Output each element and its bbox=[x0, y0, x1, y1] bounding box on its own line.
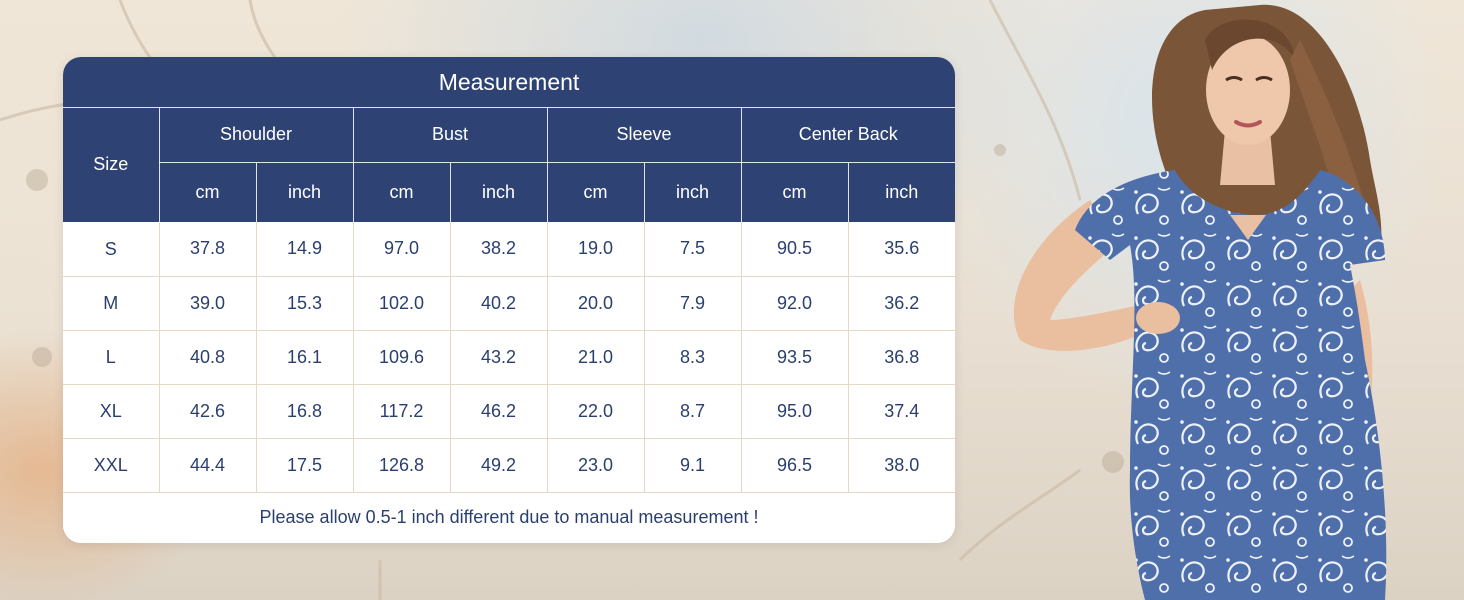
table-row: XL 42.6 16.8 117.2 46.2 22.0 8.7 95.0 37… bbox=[63, 384, 955, 439]
table-cell: 40.2 bbox=[450, 276, 548, 331]
unit-header: cm bbox=[547, 162, 645, 222]
size-cell: XXL bbox=[63, 438, 160, 493]
unit-header: cm bbox=[741, 162, 849, 222]
table-cell: 17.5 bbox=[256, 438, 354, 493]
model-illustration bbox=[1013, 4, 1387, 600]
table-cell: 49.2 bbox=[450, 438, 548, 493]
table-cell: 40.8 bbox=[159, 330, 257, 385]
size-cell: XL bbox=[63, 384, 160, 439]
table-cell: 14.9 bbox=[256, 222, 354, 277]
table-cell: 38.0 bbox=[848, 438, 955, 493]
unit-header: inch bbox=[450, 162, 548, 222]
table-cell: 37.8 bbox=[159, 222, 257, 277]
group-header-center-back: Center Back bbox=[741, 108, 955, 163]
table-cell: 109.6 bbox=[353, 330, 451, 385]
table-cell: 16.1 bbox=[256, 330, 354, 385]
table-cell: 38.2 bbox=[450, 222, 548, 277]
table-cell: 43.2 bbox=[450, 330, 548, 385]
group-header-bust: Bust bbox=[353, 108, 548, 163]
unit-header: inch bbox=[256, 162, 354, 222]
table-cell: 19.0 bbox=[547, 222, 645, 277]
table-row: S 37.8 14.9 97.0 38.2 19.0 7.5 90.5 35.6 bbox=[63, 222, 955, 277]
table-cell: 8.3 bbox=[644, 330, 742, 385]
table-cell: 46.2 bbox=[450, 384, 548, 439]
table-cell: 7.5 bbox=[644, 222, 742, 277]
table-row: XXL 44.4 17.5 126.8 49.2 23.0 9.1 96.5 3… bbox=[63, 438, 955, 493]
table-cell: 36.2 bbox=[848, 276, 955, 331]
table-cell: 35.6 bbox=[848, 222, 955, 277]
table-cell: 23.0 bbox=[547, 438, 645, 493]
table-cell: 90.5 bbox=[741, 222, 849, 277]
table-cell: 22.0 bbox=[547, 384, 645, 439]
unit-header: cm bbox=[353, 162, 451, 222]
size-header: Size bbox=[63, 108, 160, 223]
model-photo bbox=[990, 0, 1464, 600]
group-header-sleeve: Sleeve bbox=[547, 108, 742, 163]
unit-header: cm bbox=[159, 162, 257, 222]
table-row: L 40.8 16.1 109.6 43.2 21.0 8.3 93.5 36.… bbox=[63, 330, 955, 385]
table-row: M 39.0 15.3 102.0 40.2 20.0 7.9 92.0 36.… bbox=[63, 276, 955, 331]
table-cell: 9.1 bbox=[644, 438, 742, 493]
chart-title: Measurement bbox=[63, 57, 955, 108]
table-cell: 95.0 bbox=[741, 384, 849, 439]
table-cell: 16.8 bbox=[256, 384, 354, 439]
size-table: Size Shoulder Bust Sleeve Center Back cm… bbox=[63, 108, 955, 493]
size-cell: M bbox=[63, 276, 160, 331]
table-cell: 44.4 bbox=[159, 438, 257, 493]
unit-header: inch bbox=[644, 162, 742, 222]
size-cell: L bbox=[63, 330, 160, 385]
unit-header: inch bbox=[848, 162, 955, 222]
table-cell: 8.7 bbox=[644, 384, 742, 439]
table-cell: 39.0 bbox=[159, 276, 257, 331]
group-header-shoulder: Shoulder bbox=[159, 108, 354, 163]
table-cell: 96.5 bbox=[741, 438, 849, 493]
table-cell: 117.2 bbox=[353, 384, 451, 439]
table-cell: 126.8 bbox=[353, 438, 451, 493]
table-cell: 97.0 bbox=[353, 222, 451, 277]
table-cell: 21.0 bbox=[547, 330, 645, 385]
table-cell: 7.9 bbox=[644, 276, 742, 331]
table-cell: 20.0 bbox=[547, 276, 645, 331]
table-cell: 15.3 bbox=[256, 276, 354, 331]
table-cell: 42.6 bbox=[159, 384, 257, 439]
table-cell: 92.0 bbox=[741, 276, 849, 331]
table-cell: 102.0 bbox=[353, 276, 451, 331]
size-chart-card: Measurement Size Shoulder Bust Sleeve Ce… bbox=[63, 57, 955, 543]
size-cell: S bbox=[63, 222, 160, 277]
measurement-note: Please allow 0.5-1 inch different due to… bbox=[63, 492, 955, 543]
table-cell: 36.8 bbox=[848, 330, 955, 385]
table-cell: 37.4 bbox=[848, 384, 955, 439]
table-cell: 93.5 bbox=[741, 330, 849, 385]
